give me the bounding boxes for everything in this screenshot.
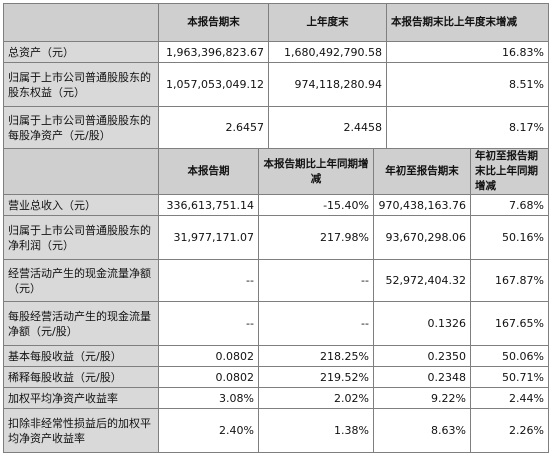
value-cell: 218.25% — [258, 345, 374, 367]
row-label: 每股经营活动产生的现金流量净额（元/股） — [3, 301, 159, 346]
value-cell: 31,977,171.07 — [158, 215, 259, 260]
table-row: 归属于上市公司普通股股东的每股净资产（元/股） 2.6457 2.4458 8.… — [3, 106, 549, 149]
value-cell: 93,670,298.06 — [373, 215, 471, 260]
table-row: 营业总收入（元） 336,613,751.14 -15.40% 970,438,… — [3, 194, 549, 216]
value-cell: 52,972,404.32 — [373, 259, 471, 302]
row-label: 经营活动产生的现金流量净额（元） — [3, 259, 159, 302]
value-cell: 0.0802 — [158, 345, 259, 367]
value-cell: -- — [158, 301, 259, 346]
value-cell: 217.98% — [258, 215, 374, 260]
value-cell: 2.4458 — [268, 106, 387, 149]
value-cell: 0.1326 — [373, 301, 471, 346]
value-cell: 50.71% — [470, 366, 549, 388]
income-header-period-change: 本报告期比上年同期增减 — [258, 148, 374, 195]
value-cell: 50.06% — [470, 345, 549, 367]
value-cell: 2.26% — [470, 408, 549, 453]
table-row: 加权平均净资产收益率 3.08% 2.02% 9.22% 2.44% — [3, 387, 549, 409]
value-cell: 1,680,492,790.58 — [268, 41, 387, 63]
value-cell: 2.40% — [158, 408, 259, 453]
value-cell: 1,057,053,049.12 — [158, 62, 269, 107]
table-row: 归属于上市公司普通股股东的股东权益（元） 1,057,053,049.12 97… — [3, 62, 549, 107]
balance-header-corner — [3, 3, 159, 42]
value-cell: 16.83% — [386, 41, 549, 63]
value-cell: 0.2348 — [373, 366, 471, 388]
value-cell: 0.2350 — [373, 345, 471, 367]
value-cell: -- — [258, 259, 374, 302]
table-row: 归属于上市公司普通股股东的净利润（元） 31,977,171.07 217.98… — [3, 215, 549, 260]
row-label: 扣除非经常性损益后的加权平均净资产收益率 — [3, 408, 159, 453]
value-cell: 1.38% — [258, 408, 374, 453]
table-row: 基本每股收益（元/股） 0.0802 218.25% 0.2350 50.06% — [3, 345, 549, 367]
balance-header-period-end: 本报告期末 — [158, 3, 269, 42]
income-header-row: 本报告期 本报告期比上年同期增减 年初至报告期末 年初至报告期末比上年同期增减 — [3, 148, 549, 195]
value-cell: 8.63% — [373, 408, 471, 453]
row-label: 稀释每股收益（元/股） — [3, 366, 159, 388]
row-label: 归属于上市公司普通股股东的股东权益（元） — [3, 62, 159, 107]
table-row: 扣除非经常性损益后的加权平均净资产收益率 2.40% 1.38% 8.63% 2… — [3, 408, 549, 453]
income-header-period: 本报告期 — [158, 148, 259, 195]
value-cell: 9.22% — [373, 387, 471, 409]
value-cell: -- — [258, 301, 374, 346]
value-cell: 7.68% — [470, 194, 549, 216]
row-label: 总资产（元） — [3, 41, 159, 63]
income-header-ytd: 年初至报告期末 — [373, 148, 471, 195]
value-cell: -- — [158, 259, 259, 302]
balance-header-change: 本报告期末比上年度末增减 — [386, 3, 549, 42]
financial-summary: 本报告期末 上年度末 本报告期末比上年度末增减 总资产（元） 1,963,396… — [3, 3, 549, 453]
row-label: 归属于上市公司普通股股东的每股净资产（元/股） — [3, 106, 159, 149]
value-cell: 1,963,396,823.67 — [158, 41, 269, 63]
table-row: 经营活动产生的现金流量净额（元） -- -- 52,972,404.32 167… — [3, 259, 549, 302]
value-cell: 219.52% — [258, 366, 374, 388]
value-cell: 336,613,751.14 — [158, 194, 259, 216]
balance-header-row: 本报告期末 上年度末 本报告期末比上年度末增减 — [3, 3, 549, 42]
income-header-ytd-change: 年初至报告期末比上年同期增减 — [470, 148, 549, 195]
value-cell: 167.65% — [470, 301, 549, 346]
value-cell: 8.51% — [386, 62, 549, 107]
balance-header-prior-year-end: 上年度末 — [268, 3, 387, 42]
row-label: 加权平均净资产收益率 — [3, 387, 159, 409]
value-cell: 974,118,280.94 — [268, 62, 387, 107]
financial-table: 本报告期末 上年度末 本报告期末比上年度末增减 总资产（元） 1,963,396… — [3, 3, 549, 453]
value-cell: 3.08% — [158, 387, 259, 409]
row-label: 归属于上市公司普通股股东的净利润（元） — [3, 215, 159, 260]
value-cell: 8.17% — [386, 106, 549, 149]
value-cell: -15.40% — [258, 194, 374, 216]
table-row: 稀释每股收益（元/股） 0.0802 219.52% 0.2348 50.71% — [3, 366, 549, 388]
income-header-corner — [3, 148, 159, 195]
value-cell: 50.16% — [470, 215, 549, 260]
row-label: 营业总收入（元） — [3, 194, 159, 216]
value-cell: 2.6457 — [158, 106, 269, 149]
value-cell: 0.0802 — [158, 366, 259, 388]
value-cell: 167.87% — [470, 259, 549, 302]
value-cell: 2.44% — [470, 387, 549, 409]
row-label: 基本每股收益（元/股） — [3, 345, 159, 367]
value-cell: 2.02% — [258, 387, 374, 409]
table-row: 每股经营活动产生的现金流量净额（元/股） -- -- 0.1326 167.65… — [3, 301, 549, 346]
table-row: 总资产（元） 1,963,396,823.67 1,680,492,790.58… — [3, 41, 549, 63]
value-cell: 970,438,163.76 — [373, 194, 471, 216]
